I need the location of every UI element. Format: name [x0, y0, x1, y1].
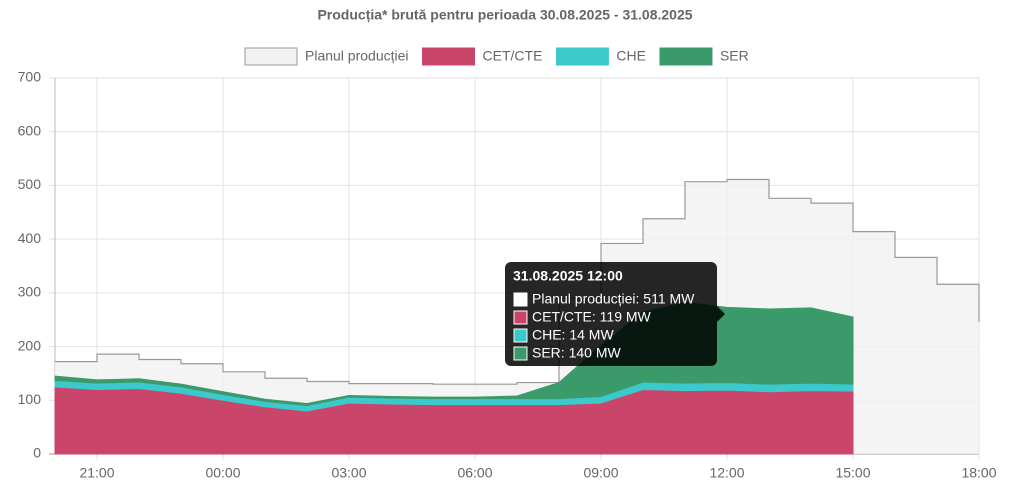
- y-tick-label: 500: [18, 176, 42, 192]
- tooltip-line: Planul producției: 511 MW: [532, 291, 695, 307]
- legend-label: CHE: [616, 48, 646, 64]
- y-tick-label: 600: [18, 122, 42, 138]
- legend-swatch: [244, 47, 298, 66]
- tooltip-swatch: [513, 292, 528, 307]
- chart-title: Producția* brută pentru perioada 30.08.2…: [317, 7, 692, 23]
- x-tick-label: 09:00: [583, 465, 618, 481]
- x-tick-label: 00:00: [205, 465, 240, 481]
- y-tick-label: 700: [18, 69, 42, 85]
- legend-label: SER: [720, 48, 749, 64]
- tooltip: 31.08.2025 12:00 Planul producției: 511 M…: [505, 262, 725, 366]
- legend-swatch: [422, 47, 476, 66]
- x-tick-label: 06:00: [457, 465, 492, 481]
- y-tick-label: 300: [18, 284, 42, 300]
- y-tick-label: 100: [18, 391, 42, 407]
- legend-swatch: [659, 47, 713, 66]
- legend-swatch: [555, 47, 609, 66]
- tooltip-title: 31.08.2025 12:00: [513, 268, 623, 284]
- y-tick-label: 0: [33, 445, 41, 461]
- tooltip-caret: [717, 306, 725, 322]
- x-tick-label: 21:00: [79, 465, 114, 481]
- y-tick-label: 200: [18, 337, 42, 353]
- x-tick-label: 12:00: [709, 465, 744, 481]
- legend-label: Planul producției: [305, 48, 409, 64]
- tooltip-swatch: [513, 310, 528, 325]
- tooltip-line: SER: 140 MW: [532, 345, 621, 361]
- y-tick-label: 400: [18, 230, 42, 246]
- tooltip-swatch: [513, 346, 528, 361]
- tooltip-box: [505, 262, 717, 366]
- tooltip-line: CET/CTE: 119 MW: [532, 309, 652, 325]
- legend-label: CET/CTE: [483, 48, 543, 64]
- x-tick-label: 18:00: [961, 465, 996, 481]
- x-tick-label: 03:00: [331, 465, 366, 481]
- tooltip-swatch: [513, 328, 528, 343]
- tooltip-line: CHE: 14 MW: [532, 327, 614, 343]
- x-tick-label: 15:00: [835, 465, 870, 481]
